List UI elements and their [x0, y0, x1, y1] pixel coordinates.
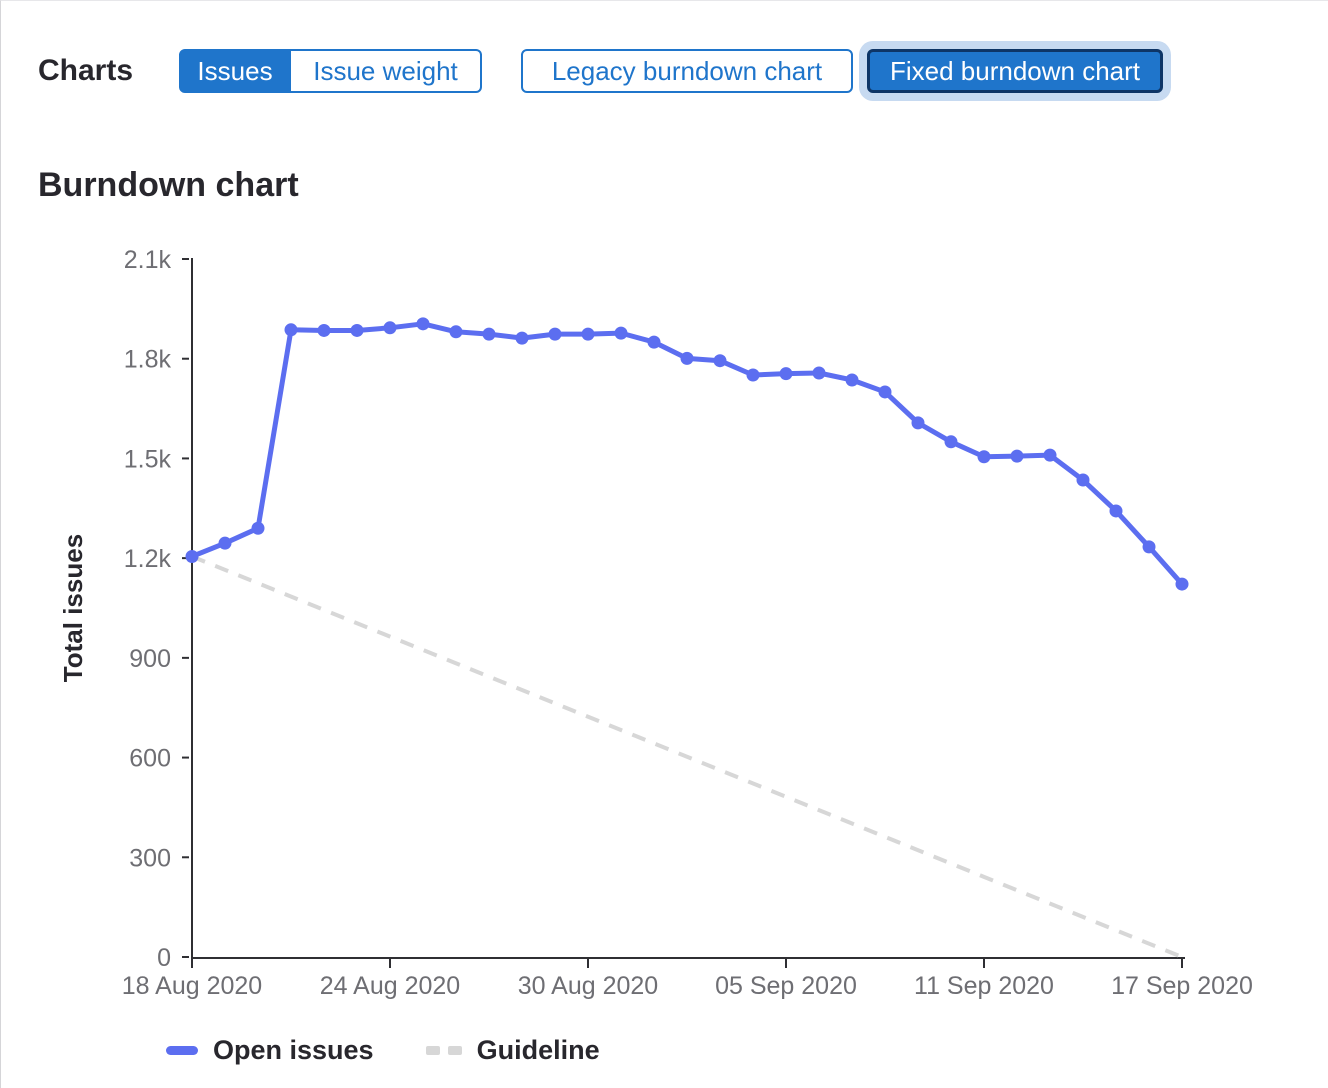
burndown-line-chart: 0 300 600 900 1.2k 1.5k 1.8k 2.1k 18 Aug 2020 24 … — [58, 246, 1253, 1000]
metric-toggle-group: Issues Issue weight — [179, 49, 482, 93]
issue-weight-toggle-button[interactable]: Issue weight — [291, 49, 482, 93]
legend-item-open-issues[interactable]: Open issues — [166, 1035, 374, 1066]
svg-text:1.5k: 1.5k — [124, 445, 172, 473]
svg-text:05 Sep 2020: 05 Sep 2020 — [715, 972, 857, 1000]
legacy-burndown-chart-button[interactable]: Legacy burndown chart — [521, 49, 853, 93]
legend-item-guideline[interactable]: Guideline — [425, 1035, 600, 1066]
guideline-dash-swatch-icon — [425, 1046, 462, 1055]
chart-legend: Open issues Guideline — [166, 1035, 600, 1066]
svg-text:300: 300 — [129, 844, 171, 872]
open-issues-line-swatch-icon — [166, 1046, 198, 1055]
svg-text:900: 900 — [129, 645, 171, 673]
svg-text:Total issues: Total issues — [58, 534, 88, 682]
svg-text:30 Aug 2020: 30 Aug 2020 — [518, 972, 658, 1000]
svg-text:18 Aug 2020: 18 Aug 2020 — [122, 972, 262, 1000]
svg-text:0: 0 — [157, 944, 171, 972]
svg-text:24 Aug 2020: 24 Aug 2020 — [320, 972, 460, 1000]
page-title: Burndown chart — [38, 166, 299, 204]
chart-type-toggle-group: Legacy burndown chart Fixed burndown cha… — [521, 49, 1163, 93]
issues-toggle-button[interactable]: Issues — [179, 49, 291, 93]
charts-section-label: Charts — [38, 54, 134, 87]
svg-text:1.2k: 1.2k — [124, 545, 172, 573]
svg-text:600: 600 — [129, 745, 171, 773]
svg-text:1.8k: 1.8k — [124, 346, 172, 374]
svg-text:17 Sep 2020: 17 Sep 2020 — [1111, 972, 1253, 1000]
legend-label: Open issues — [213, 1035, 374, 1065]
fixed-burndown-chart-button[interactable]: Fixed burndown chart — [867, 49, 1163, 93]
svg-text:11 Sep 2020: 11 Sep 2020 — [914, 972, 1054, 1000]
legend-label: Guideline — [476, 1035, 600, 1065]
svg-text:2.1k: 2.1k — [124, 246, 172, 274]
